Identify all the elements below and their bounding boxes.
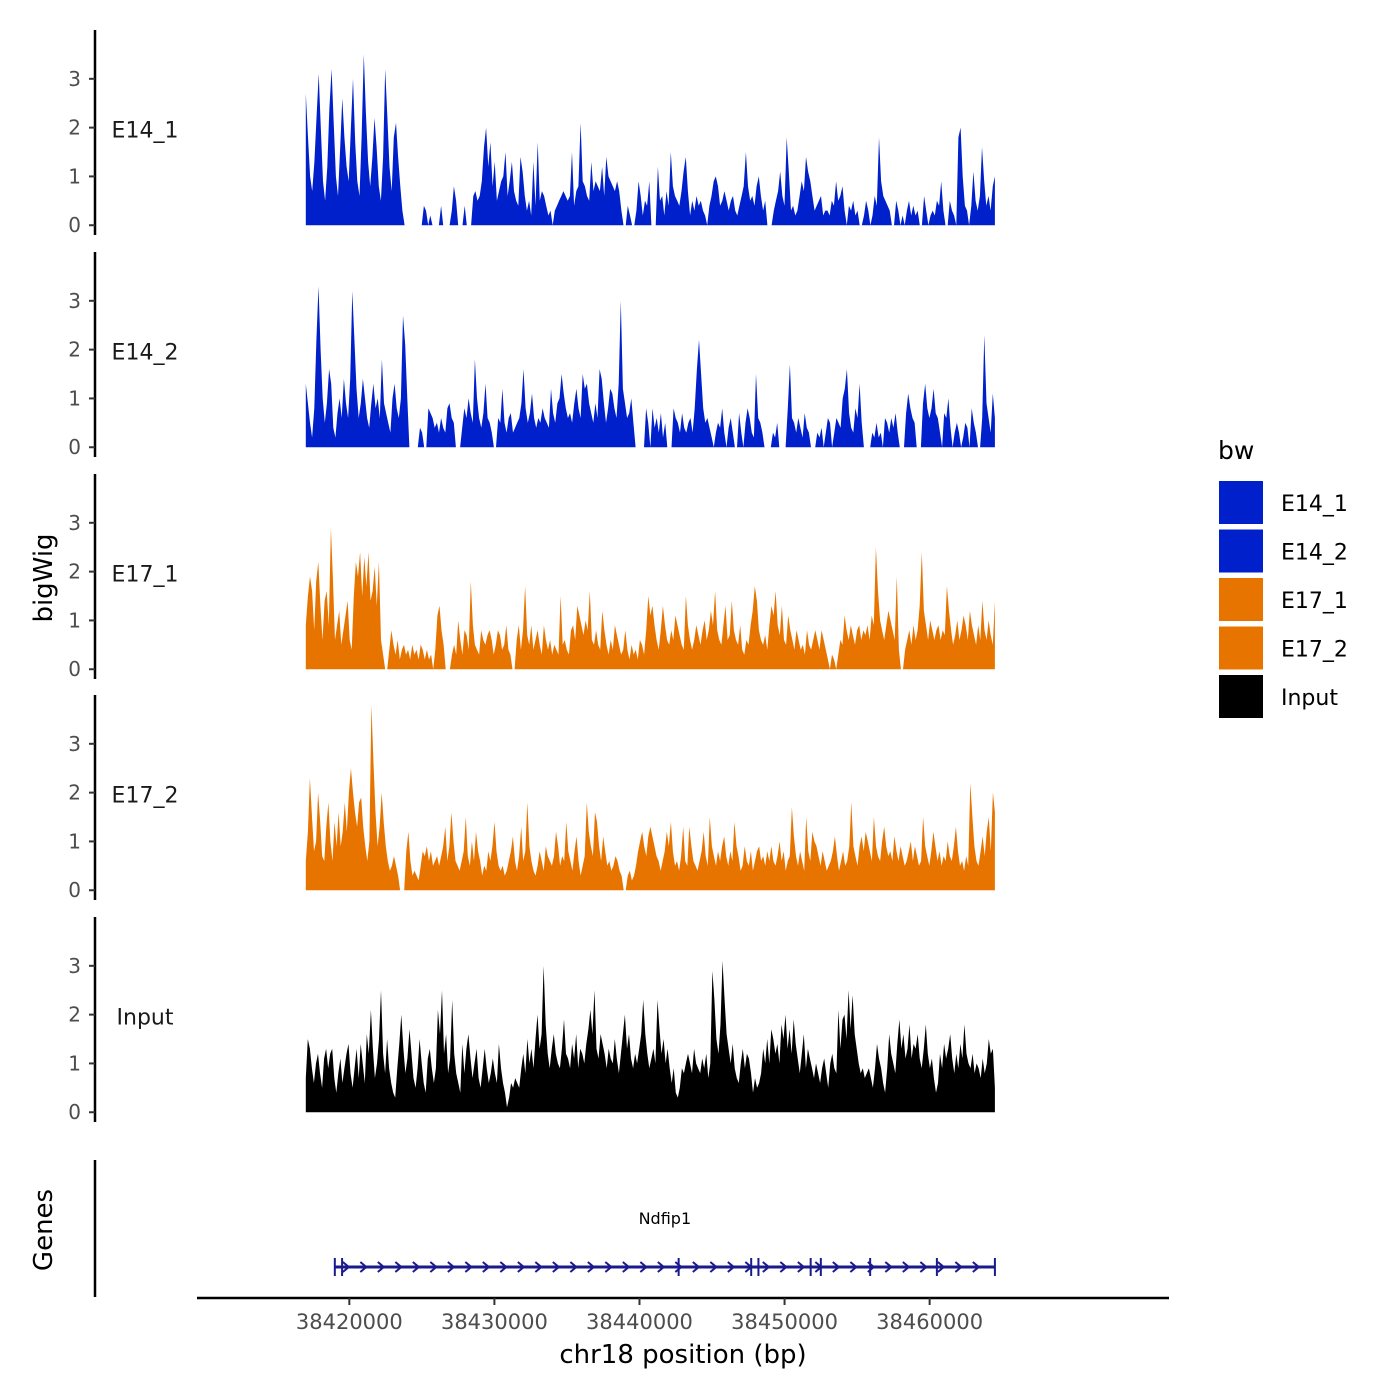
y-tick-label: 0 [68,657,81,681]
y-tick-label: 2 [68,781,81,805]
strand-arrow [587,1261,596,1273]
strand-arrow [447,1261,456,1273]
legend-label: E17_1 [1281,589,1348,614]
y-tick-label: 2 [68,1003,81,1027]
strand-arrow [552,1261,561,1273]
strand-arrow [429,1261,438,1273]
track-label: E14_1 [112,119,179,144]
legend-label: E14_1 [1281,492,1348,517]
gene-name: Ndfip1 [639,1209,692,1228]
strand-arrow [937,1261,946,1273]
y-tick-label: 1 [68,164,81,188]
y-tick-label: 3 [68,511,81,535]
y-tick-label: 0 [68,1100,81,1124]
strand-arrow [499,1261,508,1273]
genes-axis-title: Genes [29,1189,59,1271]
signal-panels: 0 1 2 3 E14_1 0 1 2 3 E14_2 0 1 2 3 E17_1 0 1 2 3 E17_2 0 1 2 3… [68,30,995,1124]
signal-area-input [305,960,995,1113]
y-tick-label: 1 [68,386,81,410]
legend-label: E17_2 [1281,638,1348,663]
strand-arrow [727,1261,736,1273]
strand-arrow [849,1261,858,1273]
strand-arrow [534,1261,543,1273]
strand-arrow [394,1261,403,1273]
y-tick-label: 0 [68,213,81,237]
strand-arrow [832,1261,841,1273]
y-tick-label: 2 [68,116,81,140]
strand-arrow [622,1261,631,1273]
x-axis: 38420000 38430000 38440000 38450000 38460000 [197,1296,1169,1334]
legend-label: E14_2 [1281,541,1348,566]
x-tick-label: 38460000 [876,1310,983,1334]
panel-e14_1: 0 1 2 3 E14_1 [68,30,995,237]
y-tick-label: 1 [68,608,81,632]
strand-arrow [972,1261,981,1273]
y-tick-label: 3 [68,67,81,91]
legend-swatch-e14_1 [1219,481,1263,524]
panel-e14_2: 0 1 2 3 E14_2 [68,252,995,459]
strand-arrow [359,1261,368,1273]
legend: bw E14_1 E14_2 E17_1 E17_2 Input [1218,436,1348,718]
track-label: E14_2 [112,341,179,366]
y-tick-label: 1 [68,1051,81,1075]
strand-arrow [639,1261,648,1273]
strand-arrow [377,1261,386,1273]
strand-arrow [954,1261,963,1273]
strand-arrow [902,1261,911,1273]
strand-arrow [779,1261,788,1273]
panel-e17_2: 0 1 2 3 E17_2 [68,695,995,902]
strand-arrow [919,1261,928,1273]
gene-panel: Ndfip1 [93,1160,996,1297]
x-axis-title: chr18 position (bp) [559,1340,806,1370]
strand-arrow [604,1261,613,1273]
legend-swatch-e17_2 [1219,626,1263,670]
panel-e17_1: 0 1 2 3 E17_1 [68,474,995,681]
strand-arrow [342,1261,351,1273]
strand-arrow [517,1261,526,1273]
x-tick-label: 38440000 [586,1310,693,1334]
signal-area-e17_2 [305,704,995,891]
signal-area-e14_1 [305,54,995,226]
track-label: E17_2 [112,784,179,809]
y-tick-label: 0 [68,878,81,902]
legend-label: Input [1281,686,1338,711]
strand-arrow [674,1261,683,1273]
strand-arrow [464,1261,473,1273]
strand-arrow [797,1261,806,1273]
x-tick-label: 38450000 [731,1310,838,1334]
strand-arrow [692,1261,701,1273]
y-tick-label: 2 [68,338,81,362]
legend-title: bw [1218,436,1254,465]
panel-input: 0 1 2 3 Input [68,917,995,1124]
y-tick-label: 3 [68,732,81,756]
legend-swatch-e14_2 [1219,529,1263,573]
y-tick-label: 0 [68,435,81,459]
strand-arrow [657,1261,666,1273]
legend-swatch-input [1219,675,1263,718]
x-tick-label: 38430000 [441,1310,548,1334]
y-tick-label: 1 [68,829,81,853]
y-tick-label: 3 [68,289,81,313]
track-label: Input [117,1006,174,1031]
signal-area-e17_1 [305,527,995,670]
strand-arrow [569,1261,578,1273]
strand-arrow [762,1261,771,1273]
strand-arrow [482,1261,491,1273]
legend-swatch-e17_1 [1219,578,1263,621]
strand-arrow [884,1261,893,1273]
track-label: E17_1 [112,563,179,588]
x-tick-label: 38420000 [296,1310,403,1334]
y-tick-label: 3 [68,954,81,978]
y-axis-title: bigWig [29,533,59,622]
strand-arrow [412,1261,421,1273]
y-tick-label: 2 [68,560,81,584]
signal-area-e14_2 [305,286,995,448]
strand-arrow [709,1261,718,1273]
